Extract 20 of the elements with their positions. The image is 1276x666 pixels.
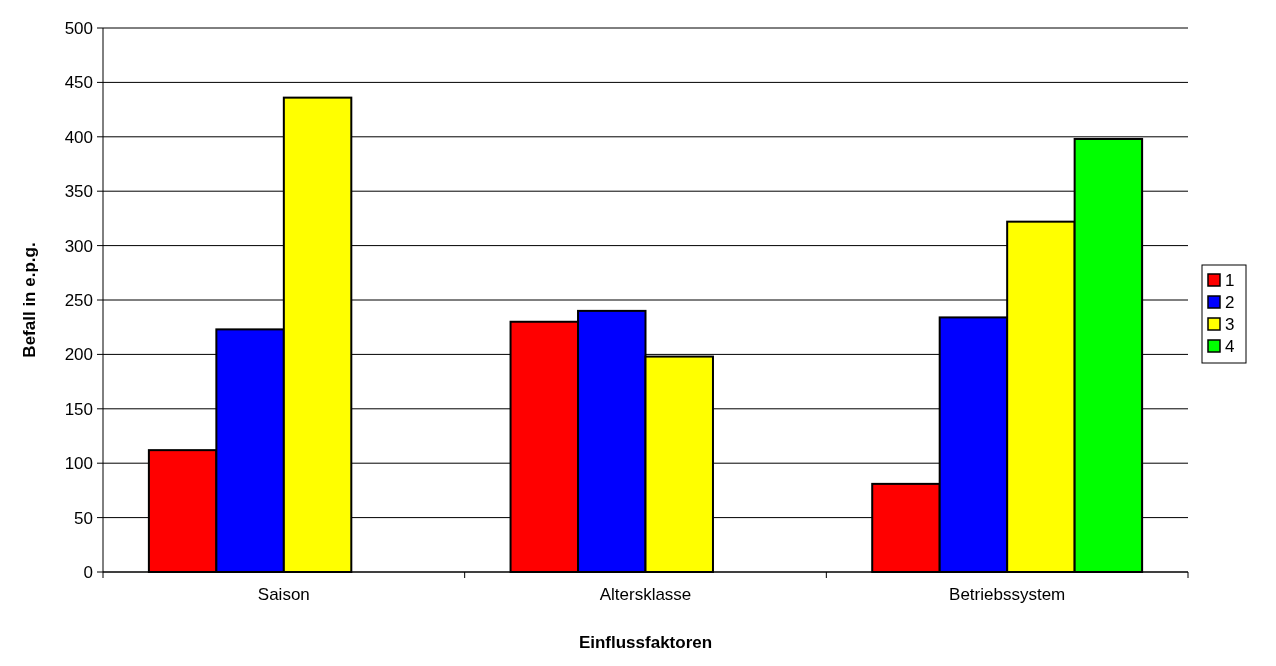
y-tick-label: 0 <box>83 562 93 582</box>
x-tick-label: Altersklasse <box>599 585 692 604</box>
y-tick-label: 50 <box>74 508 93 528</box>
x-axis-title: Einflussfaktoren <box>578 633 713 652</box>
y-tick-label: 250 <box>64 290 93 310</box>
x-tick-label: Saison <box>257 585 310 604</box>
legend-label: 3 <box>1225 314 1235 334</box>
y-tick-label: 400 <box>64 127 93 147</box>
y-tick-label: 150 <box>64 399 93 419</box>
y-tick-label: 200 <box>64 345 93 365</box>
y-tick-label: 350 <box>64 182 93 202</box>
legend-label: 2 <box>1225 292 1235 312</box>
y-tick-label: 500 <box>64 18 93 38</box>
legend-label: 1 <box>1225 270 1235 290</box>
y-tick-label: 450 <box>64 73 93 93</box>
y-axis-title: Befall in e.p.g. <box>20 242 39 358</box>
x-tick-label: Betriebssystem <box>949 585 1066 604</box>
legend-label: 4 <box>1225 336 1235 356</box>
y-tick-label: 100 <box>64 454 93 474</box>
y-tick-label: 300 <box>64 236 93 256</box>
